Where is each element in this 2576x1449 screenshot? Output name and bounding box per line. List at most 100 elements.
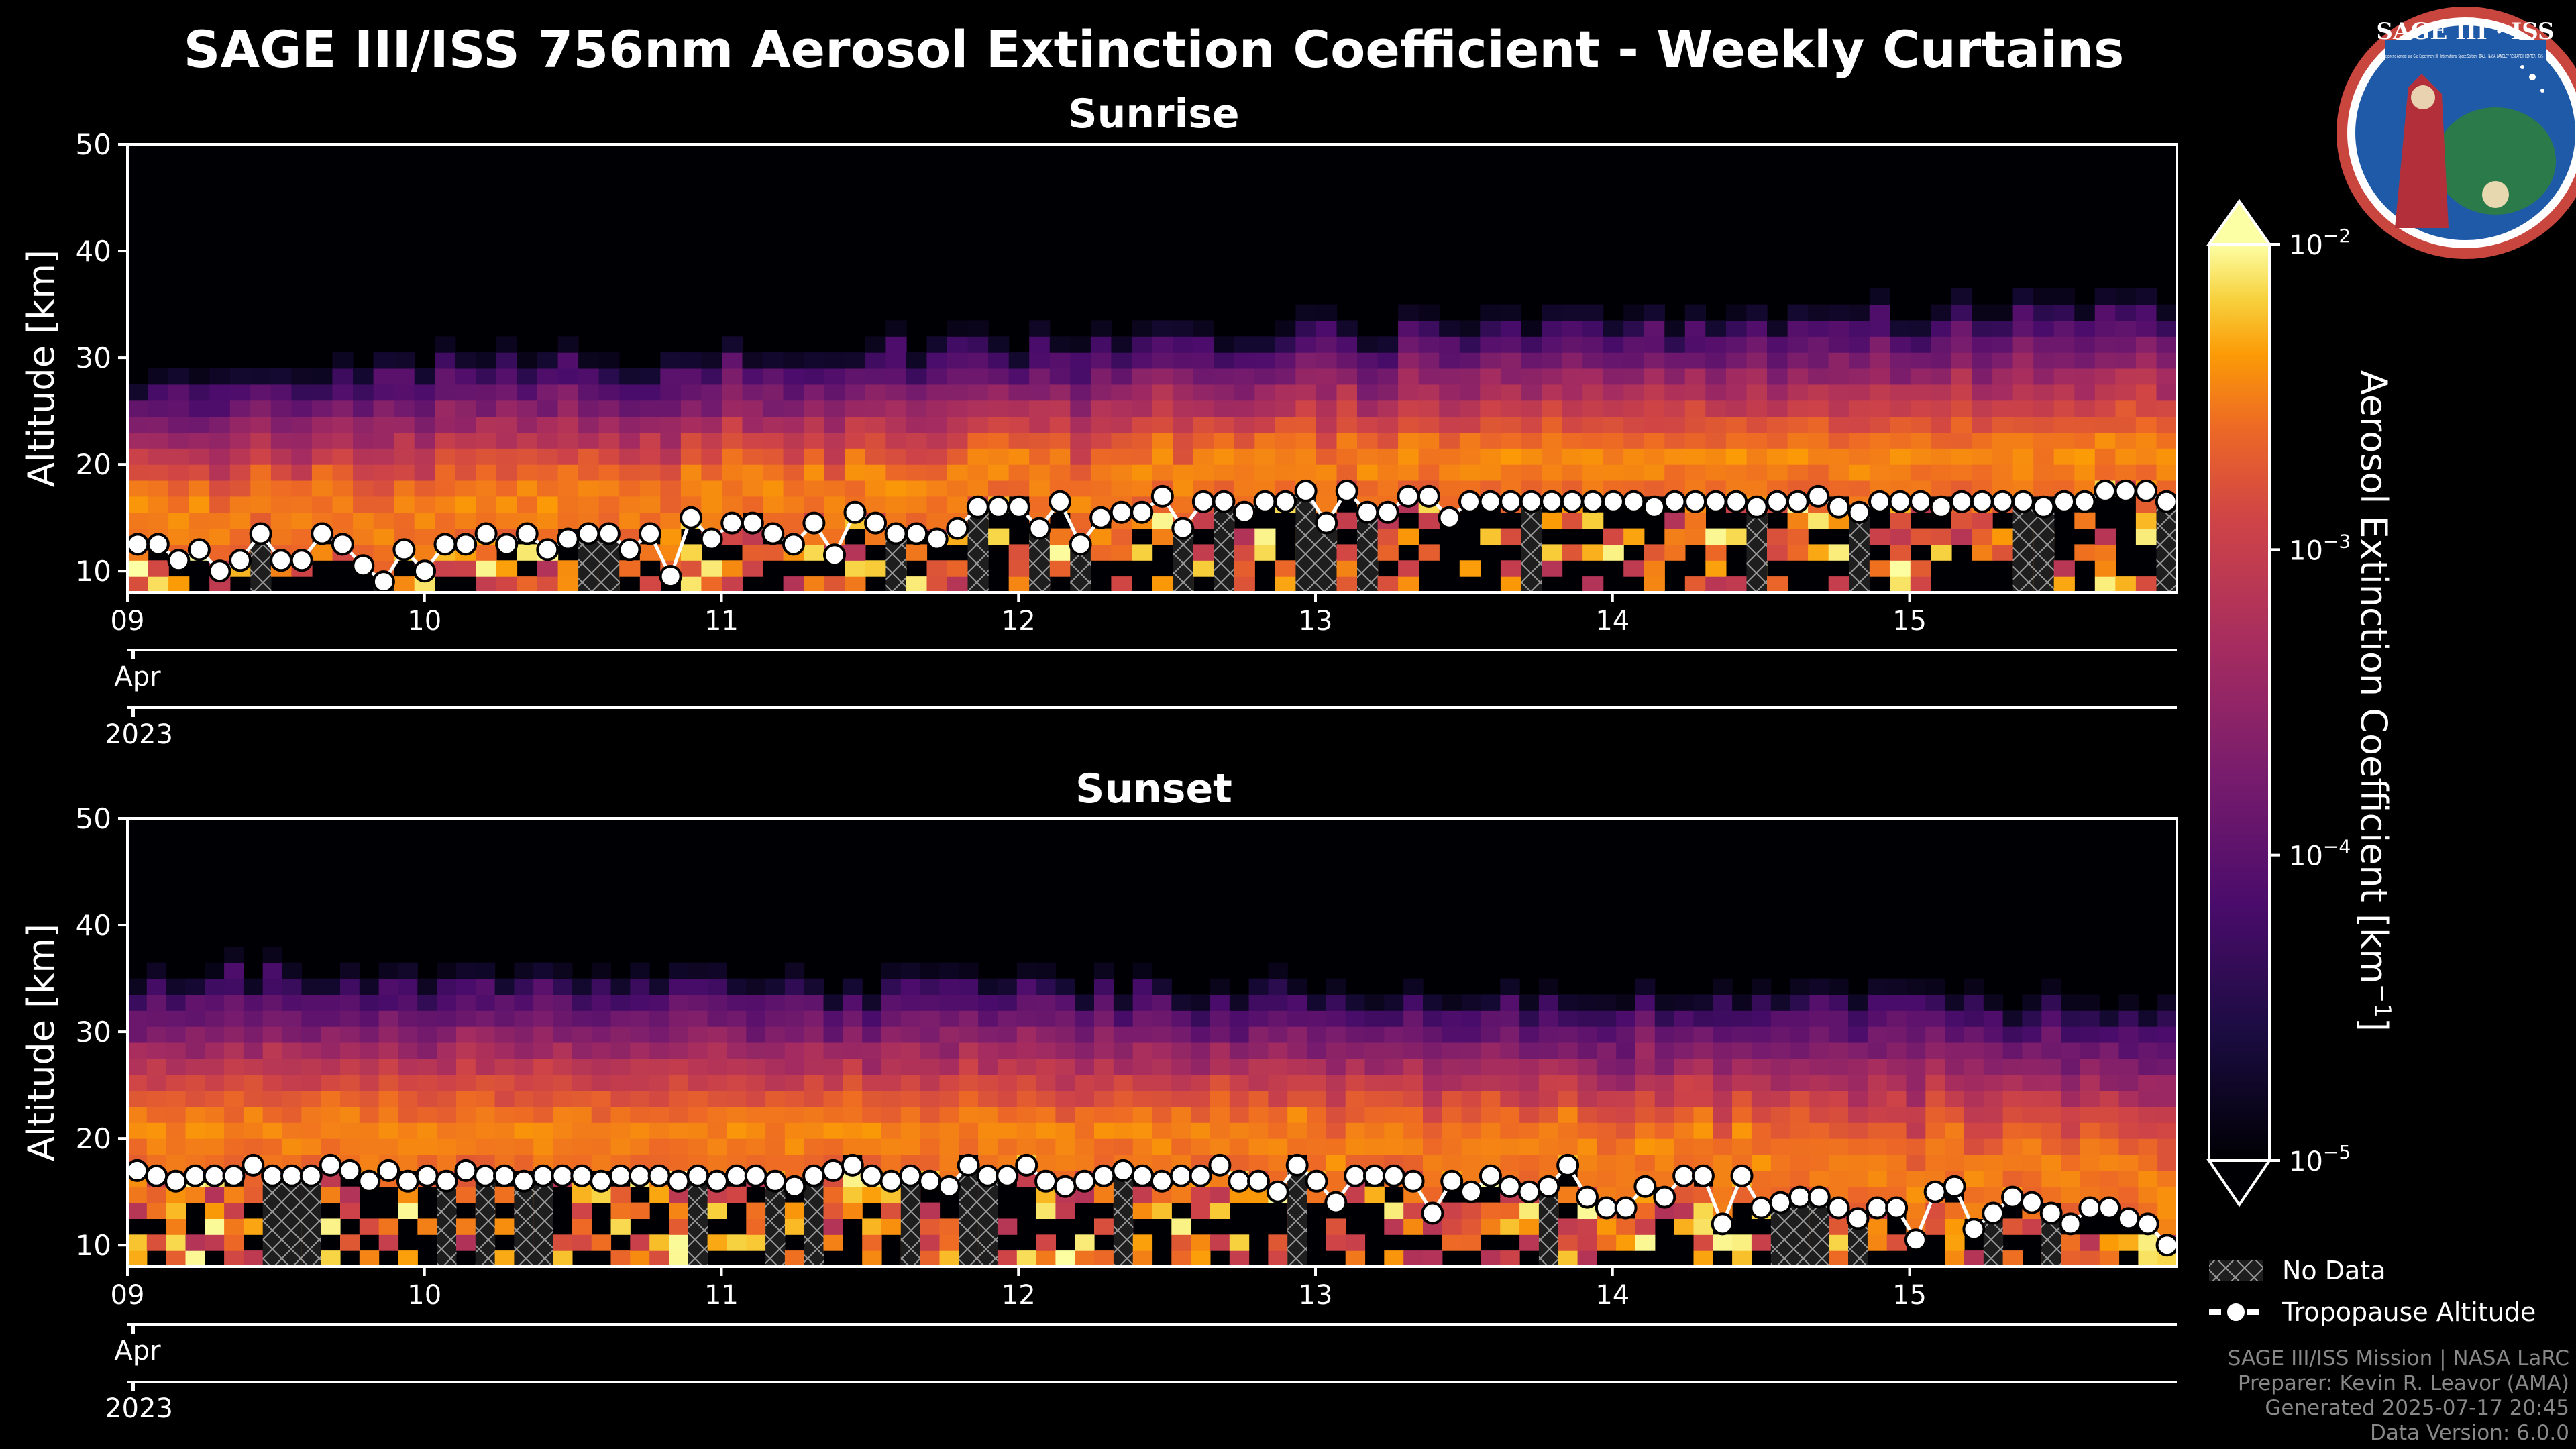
sunrise-tropopause-point [720,511,744,535]
sunrise-tropopause-point [454,533,478,556]
logo-name: SAGE III · ISS [2376,18,2554,45]
sunrise-tropopause-point [1499,490,1523,513]
sunset-profile-column [2157,994,2178,1267]
sunrise-tropopause-point [413,559,436,583]
sunset-tropopause-point [280,1164,303,1187]
no-data-region [2012,501,2034,592]
sunset-tropopause-point [1460,1180,1483,1203]
sunrise-tropopause-point [1847,500,1871,524]
sunset-tropopause-point [1595,1196,1618,1220]
sunset-profile-column [1829,978,1849,1267]
sunrise-profile-column [1459,320,1481,577]
sunset-tropopause-point [608,1164,632,1187]
sunset-tropopause-point [454,1159,478,1182]
sunrise-profile-column [1644,304,1665,593]
sunset-tropopause-point [1653,1185,1676,1209]
sunrise-tropopause-point [1950,490,1974,513]
sunset-tropopause-point [1131,1164,1155,1187]
sunset-tropopause-point [319,1153,342,1177]
sunrise-profile-column [680,352,702,593]
sunrise-profile-column [373,352,394,592]
sunrise-profile-column [291,368,313,577]
sunset-profile-column [1461,994,1481,1251]
sunset-profile-column [2002,1010,2023,1267]
sunset-profile-column [282,962,302,1267]
sunset-profile-column [1423,994,1443,1267]
tropopause-marker-icon [2224,1301,2247,1324]
sunrise-tropopause-point [1991,490,2015,513]
no-data-swatch [2209,1260,2263,1281]
sunset-profile-column [862,994,882,1267]
sunrise-profile-column [394,352,415,593]
sunrise-profile-column [1254,336,1276,561]
sunset-profile-column [437,962,457,1267]
sunrise-profile-column [1029,320,1051,593]
sunrise-x-tick-label: 11 [704,606,739,637]
moon-icon [2482,181,2509,208]
sunrise-profile-column [1623,304,1645,577]
sunset-tropopause-point [1344,1164,1367,1187]
sunset-tropopause-point [1866,1196,1889,1220]
sunset-profile-column [843,978,863,1219]
sunrise-tropopause-point [1212,490,1236,513]
no-data-region [967,506,989,592]
no-data-region [514,1181,534,1267]
sunrise-profile-column [804,352,825,593]
sunset-tropopause-point [1479,1164,1502,1187]
sunrise-y-tick-label: 50 [76,128,111,161]
sunrise-tropopause-point [639,522,661,545]
sunset-tropopause-point [2039,1201,2063,1225]
sunset-profile-column [610,978,631,1267]
sunset-profile-column [784,962,805,1267]
sunset-profile-column [1809,978,1829,1267]
sunrise-profile-column [1992,304,2014,561]
sunset-x-tick-label: 10 [407,1280,441,1311]
no-data-region [301,1175,321,1267]
no-data-region [1746,506,1768,592]
sunrise-profile-column [1132,320,1153,561]
sunrise-tropopause-point [515,522,539,545]
sunset-tropopause-point [1923,1180,1947,1203]
sunset-tropopause-point [1788,1185,1811,1209]
sunset-profile-column [243,978,264,1267]
sunset-profile-column [1597,994,1617,1251]
sunrise-tropopause-point [2032,495,2055,519]
sunrise-tropopause-point [1827,495,1850,519]
sunset-tropopause-point [183,1164,207,1187]
sunrise-tropopause-point [433,533,457,556]
legend: No Data Tropopause Altitude [2209,1256,2536,1327]
sunset-profile-column [1693,994,1713,1267]
sunset-tropopause-point [918,1169,942,1193]
sunrise-tropopause-point [1663,490,1686,513]
sunset-profile-column [475,962,496,1267]
sunrise-tropopause-point [1807,484,1830,508]
sunset-tropopause-point [1053,1175,1077,1198]
sunset-profile-column [1016,962,1037,1267]
sunrise-profile-column [1808,304,1829,561]
sunrise-tropopause-point [1929,495,1953,519]
sunset-x-tick-label: 11 [704,1280,739,1311]
no-data-region [978,1175,998,1267]
sunset-tropopause-point [744,1164,767,1187]
sunrise-x-tick-label: 13 [1299,606,1333,637]
sunrise-profile-column [517,352,538,593]
sunset-profile-column [1171,994,1191,1267]
sunset-tropopause-point [1189,1164,1212,1187]
sunrise-profile-column [1316,304,1338,593]
sunset-tropopause-point [1537,1175,1560,1198]
sunrise-tropopause-point [2011,490,2035,513]
sunset-x-tick-label: 09 [111,1280,145,1311]
sunrise-tropopause-point [1479,490,1502,513]
no-data-region [437,1181,457,1267]
sunset-profile-column [707,962,727,1251]
sunrise-tropopause-point [1315,511,1338,535]
sunset-tropopause-point [1382,1164,1405,1187]
sunset-tropopause-point [2116,1207,2140,1230]
sunrise-profile-column [1336,320,1358,593]
colorbar-tick-label: 10−5 [2289,1141,2351,1177]
sunset-tropopause-point [338,1159,362,1182]
sunset-y-tick-label: 10 [76,1229,111,1262]
sunrise-tropopause-point [352,554,375,578]
